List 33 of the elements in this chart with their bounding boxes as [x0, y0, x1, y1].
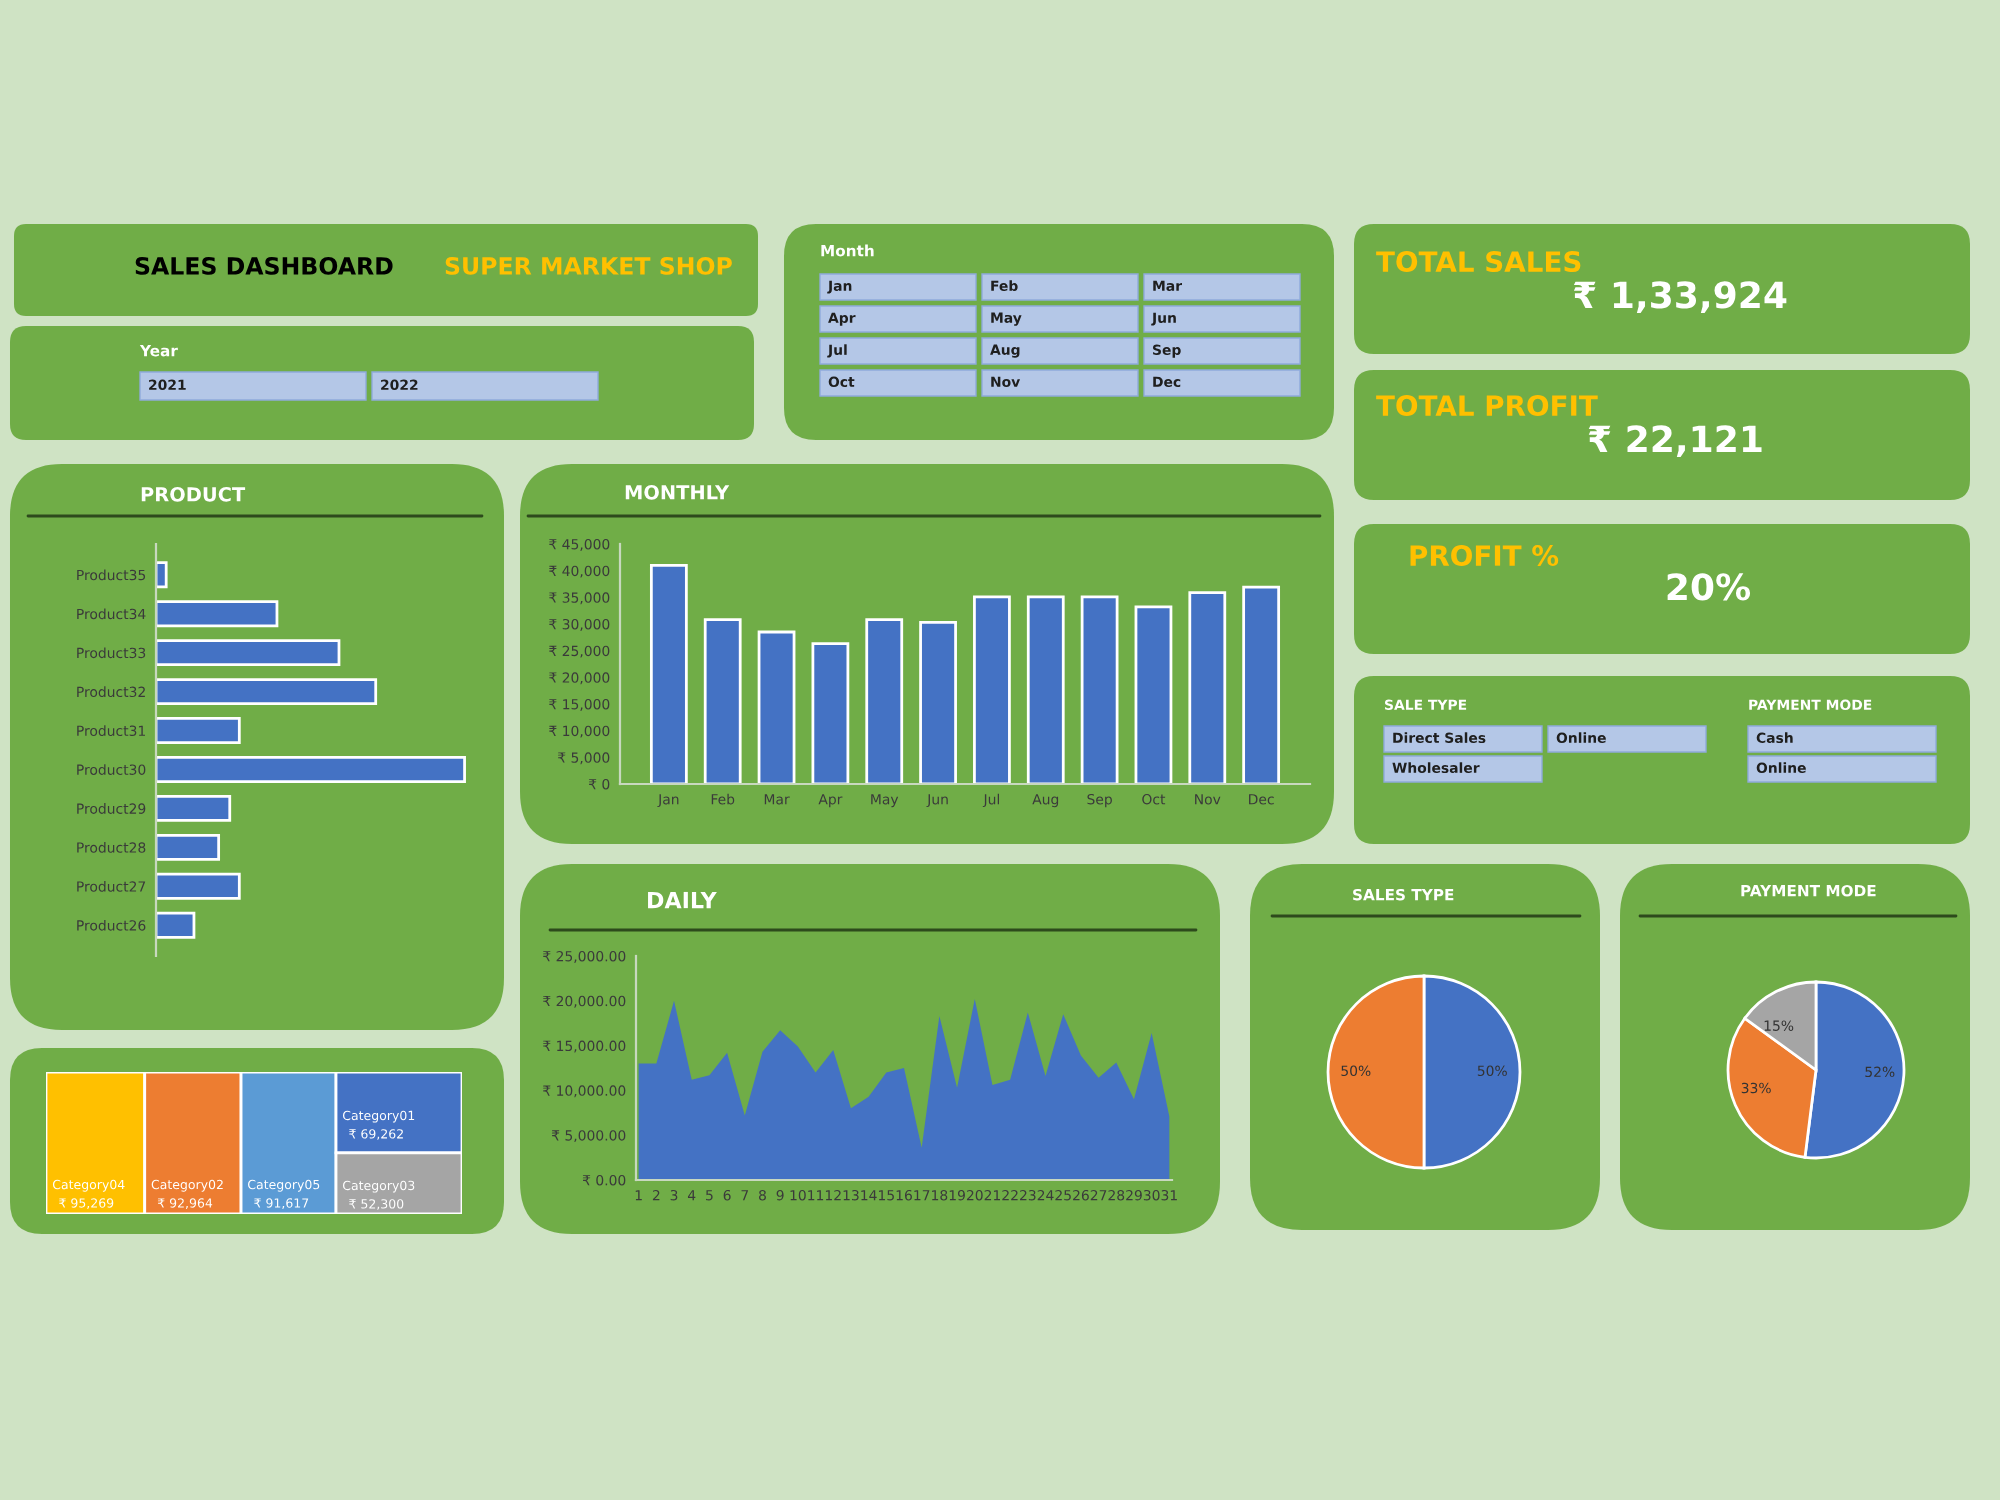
bar — [1242, 585, 1281, 784]
text: TOTAL SALES — [1376, 251, 1581, 273]
bar — [156, 872, 241, 900]
bar — [757, 630, 796, 784]
bar — [973, 595, 1011, 784]
bar — [156, 833, 221, 861]
bar — [1080, 595, 1119, 784]
bar — [156, 717, 241, 744]
bar — [865, 618, 904, 784]
text: SALES DASHBOARD — [135, 256, 393, 275]
text: SUPER MARKET SHOP — [445, 256, 732, 275]
chart-title: PRODUCT — [141, 486, 246, 502]
bar — [156, 911, 196, 939]
bar — [1134, 605, 1173, 784]
bar — [156, 756, 466, 783]
bar — [156, 561, 168, 589]
text: ₹ 22,121 — [1588, 425, 1762, 458]
text: ₹ 1,33,924 — [1573, 281, 1787, 314]
bar — [811, 642, 850, 784]
bar — [1188, 591, 1227, 784]
text: 20% — [1667, 573, 1751, 601]
text: TOTAL PROFIT — [1376, 395, 1598, 417]
bar — [919, 621, 957, 784]
chart-title: DAILY — [648, 891, 717, 909]
bar — [649, 563, 688, 784]
bar — [703, 618, 742, 784]
bar — [156, 600, 279, 628]
bar — [156, 639, 341, 667]
bar — [156, 794, 232, 822]
bar — [1026, 595, 1065, 784]
chart-title: MONTHLY — [625, 484, 730, 500]
text: PROFIT % — [1410, 545, 1559, 567]
bar — [156, 678, 378, 706]
